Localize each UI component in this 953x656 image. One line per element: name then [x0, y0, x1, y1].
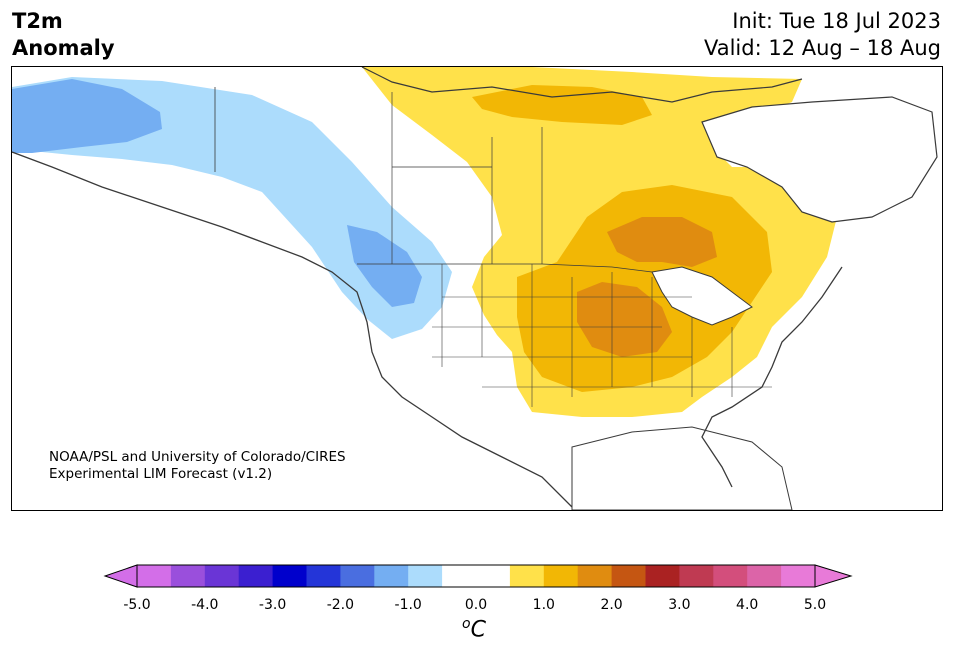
title-line-2: Anomaly: [12, 36, 115, 60]
unit-superscript: o: [462, 616, 471, 632]
colorbar-tick-label: -4.0: [191, 597, 219, 613]
hudson-bay: [701, 96, 938, 223]
colorbar-over-arrow: [814, 564, 853, 588]
colorbar-tick-label: 5.0: [803, 597, 827, 613]
map-canvas: [12, 67, 938, 510]
colorbar-swatch: [577, 565, 613, 587]
colorbar-swatch: [611, 565, 646, 587]
colorbar-swatch: [747, 565, 782, 587]
colorbar-svg: [103, 564, 853, 588]
great-lakes: [651, 266, 753, 326]
colorbar-swatch: [238, 565, 274, 587]
valid-range: Valid: 12 Aug – 18 Aug: [703, 36, 941, 60]
colorbar-swatch: [645, 565, 680, 587]
colorbar-swatch: [204, 565, 240, 587]
title-line-1: T2m: [12, 9, 63, 33]
colorbar-tick-label: 0.0: [464, 597, 488, 613]
colorbar-tick-label: -3.0: [258, 597, 287, 613]
colorbar-swatch: [137, 565, 172, 587]
map-title: T2m Anomaly: [12, 8, 115, 62]
warm-anomaly-orange-south: [577, 282, 672, 357]
colorbar-swatch: [340, 565, 375, 587]
canada-us-border: [357, 263, 653, 273]
colorbar-frame: [136, 564, 816, 588]
colorbar-swatch: [442, 565, 477, 587]
colorbar-swatch: [272, 565, 307, 587]
credit-line-1: NOAA/PSL and University of Colorado/CIRE…: [49, 449, 346, 465]
init-date: Init: Tue 18 Jul 2023: [732, 9, 941, 33]
colorbar-swatch: [170, 565, 206, 587]
colorbar-under-arrow: [103, 564, 138, 588]
colorbar-swatch: [306, 565, 341, 587]
colorbar-tick-label: -2.0: [326, 597, 355, 613]
west-coastline: [12, 151, 573, 508]
gulf-of-mexico: [571, 426, 793, 510]
colorbar-tick-label: -1.0: [394, 597, 422, 613]
colorbar-swatch: [408, 565, 443, 587]
colorbar: [103, 563, 853, 595]
colorbar-swatch: [374, 565, 409, 587]
warm-anomaly-gold-north: [472, 85, 652, 125]
colorbar-unit-label: oC: [462, 616, 486, 642]
colorbar-swatch: [543, 565, 579, 587]
forecast-dates: Init: Tue 18 Jul 2023 Valid: 12 Aug – 18…: [704, 8, 941, 62]
colorbar-tick-label: 4.0: [736, 597, 759, 613]
cold-anomaly-mid-region-2: [347, 225, 422, 307]
colorbar-swatch: [509, 565, 545, 587]
state-borders: [432, 264, 772, 407]
province-borders: [391, 92, 543, 264]
east-coastline: [701, 266, 843, 488]
colorbar-swatch: [781, 565, 816, 587]
colorbar-tick-label: 2.0: [600, 597, 623, 613]
anomaly-map: [11, 66, 943, 511]
colorbar-swatch: [713, 565, 748, 587]
colorbar-tick-label: 3.0: [668, 597, 691, 613]
credit-text: NOAA/PSL and University of Colorado/CIRE…: [49, 449, 346, 483]
warm-anomaly-orange-region: [607, 217, 717, 267]
arctic-coastline: [361, 67, 803, 103]
colorbar-tick-label: 1.0: [532, 597, 555, 613]
unit-letter: C: [470, 617, 486, 643]
colorbar-tick-label: -5.0: [123, 597, 151, 613]
credit-line-2: Experimental LIM Forecast (v1.2): [49, 466, 273, 482]
colorbar-swatch: [476, 565, 511, 587]
cold-anomaly-mid-region: [12, 79, 162, 153]
colorbar-swatch: [679, 565, 714, 587]
